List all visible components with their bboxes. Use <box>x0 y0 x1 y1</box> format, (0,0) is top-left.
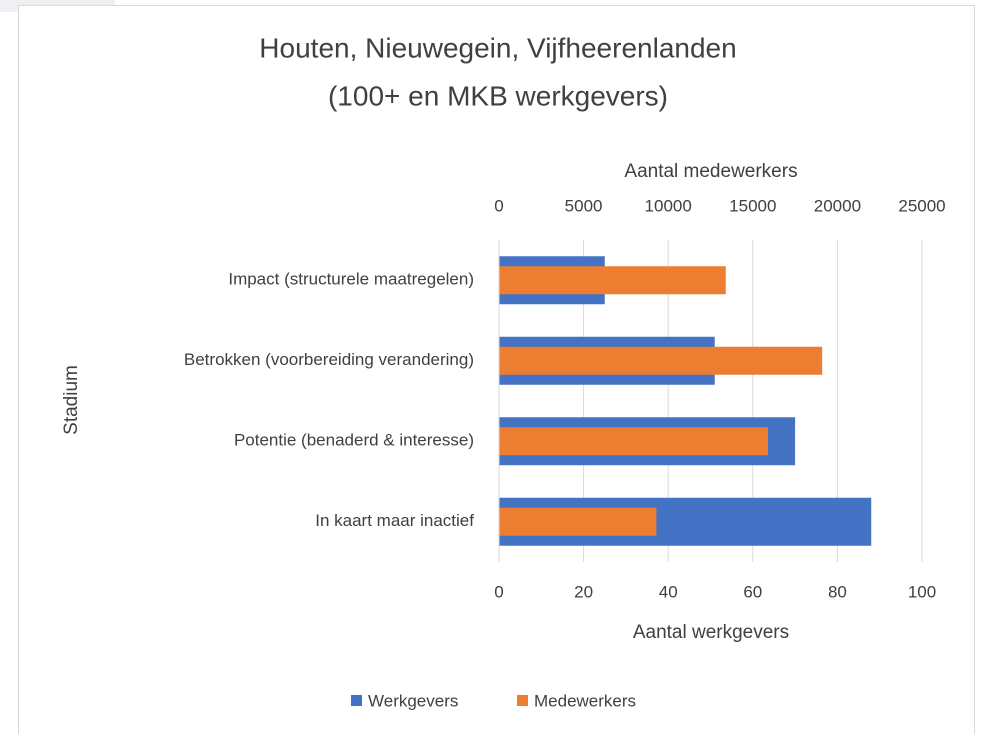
y-tick-label: Impact (structurele maatregelen) <box>228 270 474 289</box>
bar <box>499 266 726 295</box>
x2-tick-label: 0 <box>494 196 503 215</box>
legend-swatch <box>351 695 362 706</box>
y-tick-label: Potentie (benaderd & interesse) <box>234 431 474 450</box>
legend-swatch <box>517 695 528 706</box>
y-axis-title: Stadium <box>61 365 82 435</box>
x-tick-label: 20 <box>574 582 593 601</box>
chart-title: Houten, Nieuwegein, Vijfheerenlanden <box>259 32 736 63</box>
legend-label: Medewerkers <box>534 691 636 710</box>
bar <box>499 427 769 456</box>
x-tick-label: 40 <box>659 582 678 601</box>
x-tick-label: 80 <box>828 582 847 601</box>
x-axis-title: Aantal werkgevers <box>633 622 789 643</box>
x2-tick-label: 15000 <box>729 196 776 215</box>
chart-frame <box>18 5 975 734</box>
y-tick-label: In kaart maar inactief <box>315 511 474 530</box>
bar <box>499 507 657 536</box>
bar <box>499 346 823 375</box>
x-tick-label: 100 <box>908 582 936 601</box>
x2-tick-label: 5000 <box>565 196 603 215</box>
x2-tick-label: 10000 <box>645 196 692 215</box>
x2-axis-title: Aantal medewerkers <box>624 161 797 182</box>
chart-subtitle: (100+ en MKB werkgevers) <box>328 80 668 111</box>
x2-tick-label: 25000 <box>898 196 945 215</box>
x2-tick-label: 20000 <box>814 196 861 215</box>
legend-label: Werkgevers <box>368 691 458 710</box>
y-tick-label: Betrokken (voorbereiding verandering) <box>184 350 474 369</box>
x-tick-label: 60 <box>743 582 762 601</box>
x-tick-label: 0 <box>494 582 503 601</box>
